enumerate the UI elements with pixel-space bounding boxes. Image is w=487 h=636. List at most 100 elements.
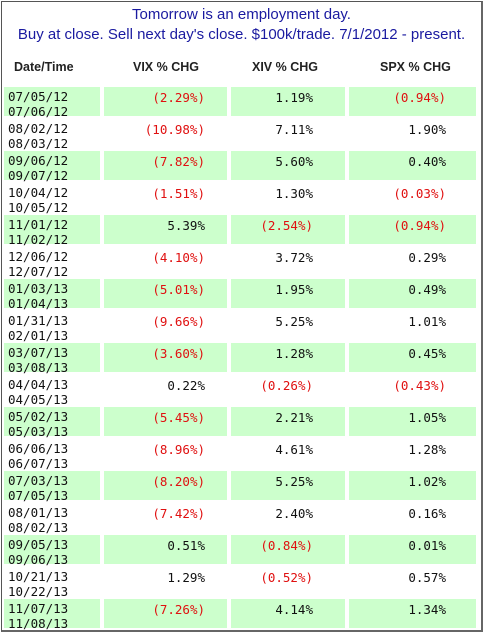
xiv-cell: (2.54%) xyxy=(231,215,345,244)
xiv-value: 5.60% xyxy=(275,154,313,169)
vix-cell: 0.22% xyxy=(104,375,227,404)
date-cell: 05/02/13 05/03/13 xyxy=(4,407,100,439)
xiv-value: 2.40% xyxy=(275,506,313,521)
spx-cell: 0.57% xyxy=(349,567,476,596)
spx-cell: 1.28% xyxy=(349,439,476,468)
xiv-cell: 7.11% xyxy=(231,119,345,148)
vix-value: (3.60%) xyxy=(152,346,205,361)
spx-cell: 1.01% xyxy=(349,311,476,340)
vix-cell: (5.45%) xyxy=(104,407,227,436)
date-cell: 09/05/13 09/06/13 xyxy=(4,535,100,567)
spx-value: 0.40% xyxy=(408,154,446,169)
entry-date: 07/03/13 xyxy=(8,473,69,488)
spx-value: (0.43%) xyxy=(393,378,446,393)
vix-value: (1.51%) xyxy=(152,186,205,201)
vix-cell: (7.82%) xyxy=(104,151,227,180)
spx-value: 0.49% xyxy=(408,282,446,297)
exit-date: 08/02/13 xyxy=(8,520,69,535)
xiv-value: (0.26%) xyxy=(260,378,313,393)
entry-date: 09/06/12 xyxy=(8,153,69,168)
xiv-cell: 1.28% xyxy=(231,343,345,372)
exit-date: 04/05/13 xyxy=(8,392,69,407)
spx-value: 1.28% xyxy=(408,442,446,457)
entry-date: 10/21/13 xyxy=(8,569,69,584)
spx-cell: 0.01% xyxy=(349,535,476,564)
table-row: 08/01/13 08/02/13 (7.42%) 2.40% 0.16% xyxy=(4,502,480,535)
spx-value: (0.94%) xyxy=(393,90,446,105)
date-cell: 11/01/12 11/02/12 xyxy=(4,215,100,247)
vix-cell: 0.51% xyxy=(104,535,227,564)
vix-cell: (8.96%) xyxy=(104,439,227,468)
exit-date: 10/05/12 xyxy=(8,200,69,215)
table-row: 04/04/13 04/05/13 0.22% (0.26%) (0.43%) xyxy=(4,374,480,407)
spx-cell: (0.43%) xyxy=(349,375,476,404)
spx-value: 0.01% xyxy=(408,538,446,553)
spx-cell: 1.90% xyxy=(349,119,476,148)
date-cell: 04/04/13 04/05/13 xyxy=(4,375,100,407)
spx-cell: 0.49% xyxy=(349,279,476,308)
date-cell: 03/07/13 03/08/13 xyxy=(4,343,100,375)
spx-value: 1.05% xyxy=(408,410,446,425)
spx-cell: (0.03%) xyxy=(349,183,476,212)
table-row: 10/21/13 10/22/13 1.29% (0.52%) 0.57% xyxy=(4,566,480,599)
table-row: 08/02/12 08/03/12 (10.98%) 7.11% 1.90% xyxy=(4,118,480,151)
spx-cell: 0.16% xyxy=(349,503,476,532)
entry-date: 01/31/13 xyxy=(8,313,69,328)
table-row: 03/07/13 03/08/13 (3.60%) 1.28% 0.45% xyxy=(4,342,480,375)
vix-cell: (2.29%) xyxy=(104,87,227,116)
vix-cell: (5.01%) xyxy=(104,279,227,308)
entry-date: 04/04/13 xyxy=(8,377,69,392)
spx-value: 1.01% xyxy=(408,314,446,329)
title-line-1: Tomorrow is an employment day. xyxy=(132,6,351,23)
xiv-cell: 3.72% xyxy=(231,247,345,276)
spx-value: 0.29% xyxy=(408,250,446,265)
exit-date: 09/06/13 xyxy=(8,552,69,567)
xiv-cell: 1.30% xyxy=(231,183,345,212)
entry-date: 03/07/13 xyxy=(8,345,69,360)
table-row: 11/01/12 11/02/12 5.39% (2.54%) (0.94%) xyxy=(4,214,480,247)
table-row: 01/03/13 01/04/13 (5.01%) 1.95% 0.49% xyxy=(4,278,480,311)
spx-cell: (0.94%) xyxy=(349,87,476,116)
vix-value: (8.96%) xyxy=(152,442,205,457)
title-line-2: Buy at close. Sell next day's close. $10… xyxy=(17,26,466,43)
vix-value: (2.29%) xyxy=(152,90,205,105)
exit-date: 11/08/13 xyxy=(8,616,69,631)
date-cell: 10/21/13 10/22/13 xyxy=(4,567,100,599)
entry-date: 11/07/13 xyxy=(8,601,69,616)
vix-cell: (10.98%) xyxy=(104,119,227,148)
table-title: Tomorrow is an employment day. Buy at cl… xyxy=(2,2,481,46)
xiv-cell: 5.25% xyxy=(231,471,345,500)
xiv-value: 1.95% xyxy=(275,282,313,297)
table-row: 07/05/12 07/06/12 (2.29%) 1.19% (0.94%) xyxy=(4,86,480,119)
vix-value: (7.42%) xyxy=(152,506,205,521)
date-cell: 01/03/13 01/04/13 xyxy=(4,279,100,311)
exit-date: 12/07/12 xyxy=(8,264,69,279)
exit-date: 10/22/13 xyxy=(8,584,69,599)
xiv-cell: 1.19% xyxy=(231,87,345,116)
header-vix-chg: VIX % CHG xyxy=(133,60,199,74)
entry-date: 08/01/13 xyxy=(8,505,69,520)
vix-value: (5.01%) xyxy=(152,282,205,297)
table-row: 07/03/13 07/05/13 (8.20%) 5.25% 1.02% xyxy=(4,470,480,503)
date-cell: 09/06/12 09/07/12 xyxy=(4,151,100,183)
date-cell: 12/06/12 12/07/12 xyxy=(4,247,100,279)
vix-value: (10.98%) xyxy=(144,122,205,137)
xiv-cell: 2.40% xyxy=(231,503,345,532)
xiv-cell: 1.95% xyxy=(231,279,345,308)
table-row: 11/07/13 11/08/13 (7.26%) 4.14% 1.34% xyxy=(4,598,480,631)
entry-date: 05/02/13 xyxy=(8,409,69,424)
entry-date: 09/05/13 xyxy=(8,537,69,552)
vix-cell: (8.20%) xyxy=(104,471,227,500)
date-cell: 01/31/13 02/01/13 xyxy=(4,311,100,343)
xiv-value: (0.52%) xyxy=(260,570,313,585)
vix-value: (8.20%) xyxy=(152,474,205,489)
entry-date: 10/04/12 xyxy=(8,185,69,200)
vix-cell: (7.42%) xyxy=(104,503,227,532)
spx-cell: 0.29% xyxy=(349,247,476,276)
xiv-value: 1.30% xyxy=(275,186,313,201)
vix-cell: (1.51%) xyxy=(104,183,227,212)
xiv-value: (2.54%) xyxy=(260,218,313,233)
entry-date: 06/06/13 xyxy=(8,441,69,456)
xiv-value: 4.61% xyxy=(275,442,313,457)
header-date-time: Date/Time xyxy=(14,60,74,74)
